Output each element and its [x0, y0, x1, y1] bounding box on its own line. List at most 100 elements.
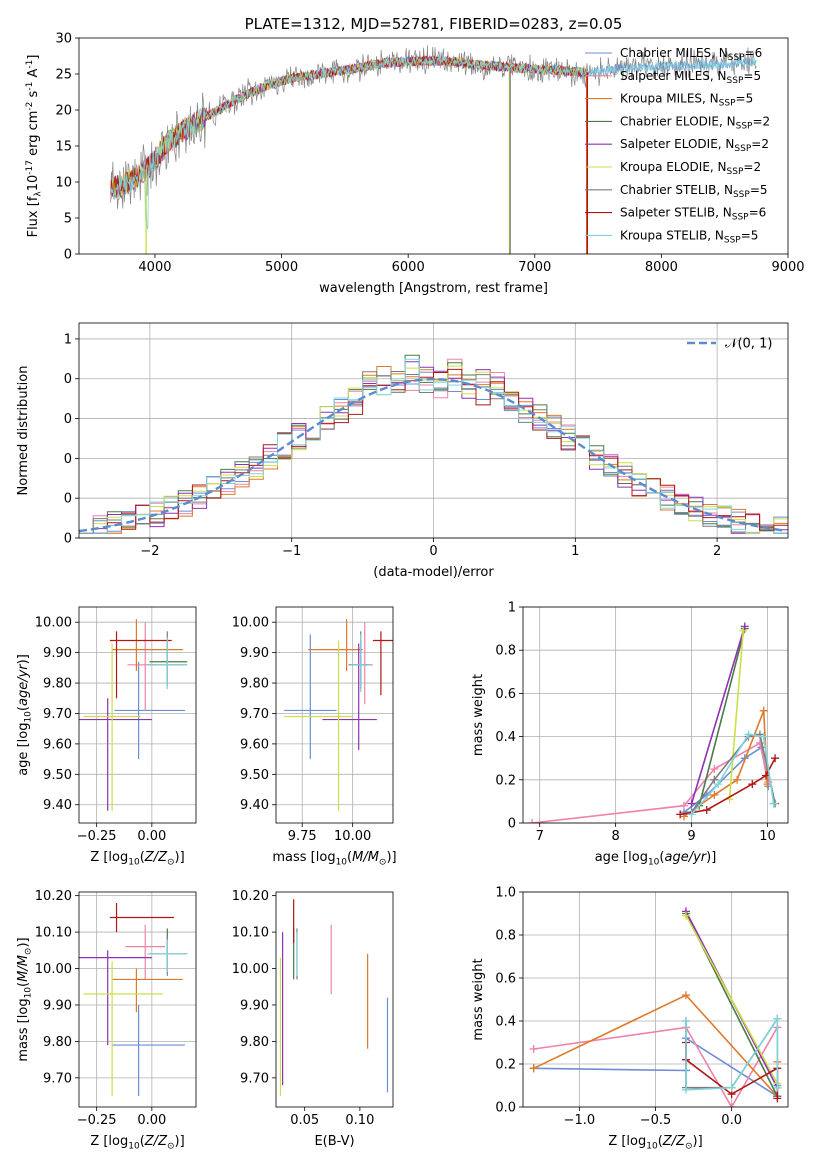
y-tick-label: 9.70 [240, 1071, 269, 1086]
legend-label: Kroupa ELODIE, NSSP​=2 [620, 160, 761, 177]
y-tick-label: 9.80 [43, 677, 72, 692]
weight-line [685, 915, 779, 1084]
legend-label: Salpeter STELIB, NSSP​=6 [620, 206, 766, 223]
y-tick-label: 9.90 [43, 998, 72, 1013]
y-tick-label: 9.60 [43, 737, 72, 752]
weight-series-2 [679, 706, 772, 821]
x-axis-label: mass [log10​(M/M⊙​)] [272, 850, 396, 867]
weight-line [683, 710, 769, 818]
legend-label: Chabrier MILES, NSSP​=6 [620, 46, 762, 63]
plot-area [79, 902, 188, 1097]
histogram-legend: 𝒩(0, 1) [687, 337, 772, 352]
axes-frame [78, 891, 197, 1108]
errorbar-point-5 [83, 643, 141, 811]
y-tick-label: 0 [64, 532, 72, 547]
legend-label: Chabrier STELIB, NSSP​=5 [620, 183, 768, 200]
chart-mass-vs-Z: −0.25 0.00 9.70 9.80 9.90 10.00 10.10 10.20 Z [l… [16, 889, 197, 1151]
errorbar-point-8 [147, 637, 188, 690]
x-tick-label: 0.05 [290, 1113, 319, 1128]
legend-label: 𝒩(0, 1) [725, 337, 772, 352]
weight-marker [759, 732, 768, 741]
weight-marker [727, 1083, 736, 1092]
errorbar-point-7 [109, 902, 174, 933]
errorbar-point-3 [149, 928, 188, 973]
weight-marker [681, 991, 690, 1000]
weight-series-8 [681, 1014, 782, 1094]
y-tick-label: 0 [64, 452, 72, 467]
errorbar-point-6 [348, 631, 371, 684]
y-tick-label: 0.6 [495, 687, 516, 702]
y-tick-label: 0.2 [495, 773, 516, 788]
y-tick-label: 10.20 [232, 889, 269, 904]
errorbar-point-2 [112, 619, 183, 671]
y-tick-label: 9.40 [43, 798, 72, 813]
weight-marker [687, 799, 696, 808]
x-tick-label: 4000 [138, 260, 171, 275]
y-axis-label: Normed distribution [16, 366, 31, 496]
errorbar-point-2 [308, 619, 363, 671]
y-tick-label: 10.10 [232, 926, 269, 941]
weight-series-4 [687, 622, 749, 808]
chart-weight-vs-age: 7 8 9 10 0 0.2 0.4 0.6 0.8 1 age [log10​(age/yr)] m… [471, 601, 789, 867]
weight-marker [748, 780, 757, 789]
y-tick-label: 9.80 [240, 1035, 269, 1050]
weight-marker [710, 775, 719, 784]
x-tick-label: 0.10 [345, 1113, 374, 1128]
x-tick-label: −0.25 [77, 1113, 117, 1128]
histogram-series-4 [79, 361, 788, 534]
legend-label: Chabrier ELODIE, NSSP​=2 [620, 114, 770, 131]
errorbar-point-2 [112, 968, 183, 1013]
weight-marker [529, 1064, 538, 1073]
x-tick-label: 5000 [265, 260, 298, 275]
weight-marker [676, 810, 685, 819]
spectrum-series-8 [110, 54, 757, 230]
weight-marker [769, 799, 778, 808]
weight-marker [744, 730, 753, 739]
y-tick-label: 0 [64, 412, 72, 427]
x-axis-label: E(B-V) [314, 1134, 354, 1149]
x-tick-label: 6000 [392, 260, 425, 275]
weight-marker [528, 819, 537, 823]
axes-frame [275, 891, 394, 1108]
x-tick-label: −0.5 [640, 1113, 672, 1128]
y-tick-label: 0.0 [495, 1101, 516, 1116]
x-tick-label: 7 [536, 829, 544, 844]
weight-line [698, 628, 746, 806]
x-axis-label: age [log10​(age/yr)] [595, 850, 717, 867]
errorbar-point-4 [322, 643, 377, 750]
chart-age-vs-Z: −0.25 0.00 9.40 9.50 9.60 9.70 9.80 9.90 10.00 Z … [16, 606, 197, 867]
y-tick-label: 9.70 [240, 707, 269, 722]
y-tick-label: 10.10 [35, 926, 72, 941]
x-tick-label: 8 [611, 829, 619, 844]
errorbar-point-5 [83, 961, 163, 1097]
y-tick-label: 0.6 [495, 972, 516, 987]
y-tick-label: 5 [64, 212, 72, 227]
weight-marker [710, 790, 719, 799]
errorbar-point-1 [125, 924, 166, 980]
y-axis-label: mass [log10​(M/M⊙​)] [16, 937, 33, 1061]
weight-marker [727, 1103, 736, 1107]
weight-marker [681, 1085, 690, 1094]
weight-marker [714, 780, 723, 789]
chart-age-vs-mass: 9.75 10.00 9.40 9.50 9.60 9.70 9.80 9.90 10.00 ma… [232, 606, 397, 867]
weight-marker [733, 775, 742, 784]
y-tick-label: 10.00 [232, 616, 269, 631]
weight-marker [773, 1094, 782, 1103]
weight-marker [739, 626, 748, 635]
errorbar-point-8 [147, 939, 188, 973]
weight-line [728, 630, 744, 800]
y-tick-label: 0.4 [495, 730, 516, 745]
figure-title: PLATE=1312, MJD=52781, FIBERID=0283, z=0… [245, 15, 623, 33]
errorbar-point-4 [79, 950, 152, 1046]
x-tick-label: 0.0 [721, 1113, 742, 1128]
y-tick-label: 0.2 [495, 1058, 516, 1073]
plot-area [79, 619, 188, 811]
x-tick-label: 2 [713, 544, 721, 559]
y-tick-label: 0 [64, 248, 72, 263]
histogram-series-6 [79, 371, 788, 534]
x-tick-label: −2 [140, 544, 159, 559]
y-tick-label: 9.60 [240, 737, 269, 752]
weight-marker [702, 806, 711, 815]
y-axis-label: age [log10​(age/yr)] [16, 654, 33, 776]
y-tick-label: 10.20 [35, 889, 72, 904]
